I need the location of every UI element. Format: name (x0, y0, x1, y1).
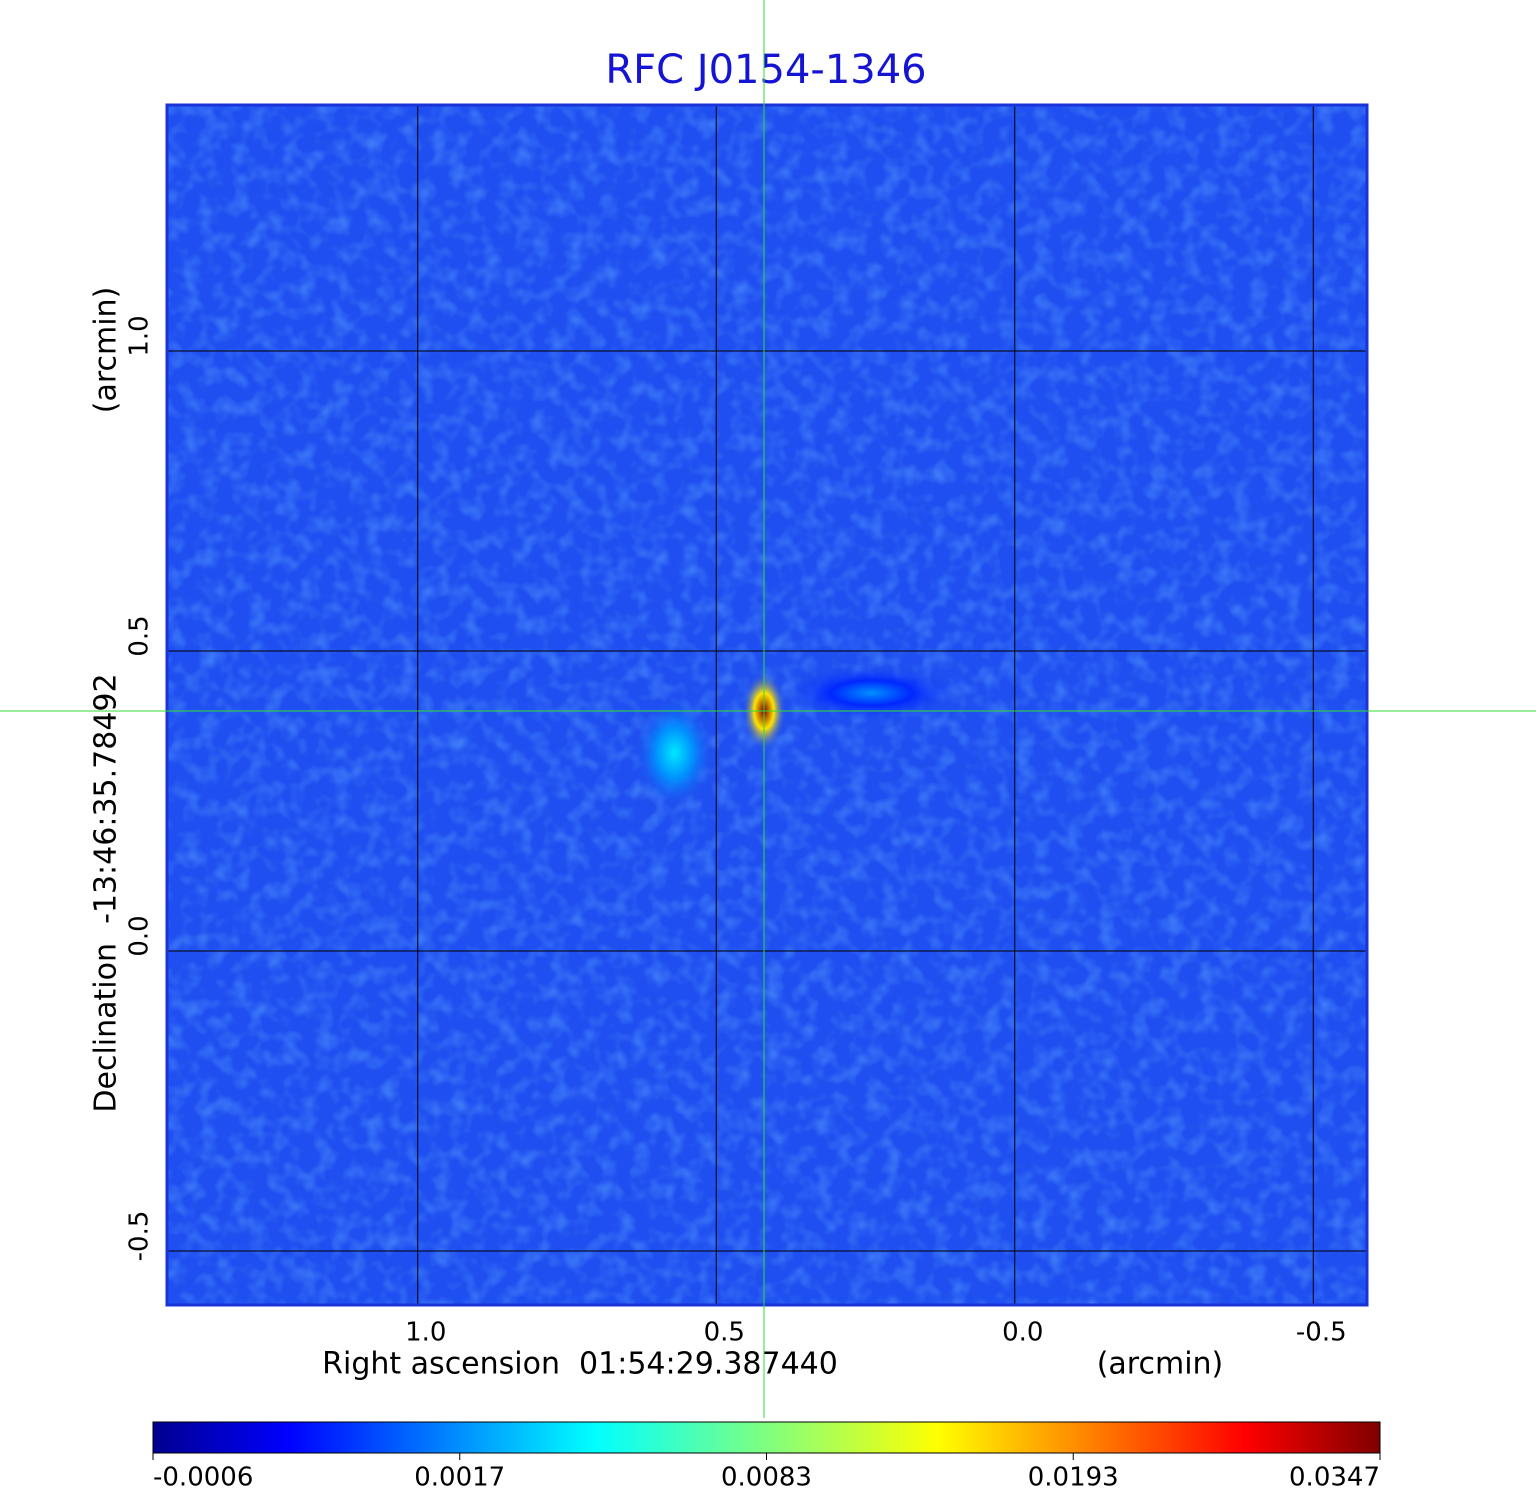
colorbar-tick-label: 0.0193 (1028, 1463, 1119, 1493)
x-tick-label: -0.5 (1296, 1318, 1347, 1348)
y-axis-label: Declination -13:46:35.78492 (89, 673, 124, 1112)
x-axis-label: Right ascension 01:54:29.387440 (322, 1347, 838, 1382)
colorbar-tick-label: 0.0083 (721, 1463, 812, 1493)
x-tick-label: 0.0 (1002, 1318, 1043, 1348)
x-tick-label: 0.5 (704, 1318, 745, 1348)
chart-title: RFC J0154-1346 (605, 47, 926, 93)
colorbar-tick-label: 0.0347 (1289, 1463, 1380, 1493)
source (781, 665, 962, 721)
colorbar-tick-label: 0.0017 (414, 1463, 505, 1493)
x-axis-unit: (arcmin) (1097, 1347, 1224, 1382)
y-tick-label: -0.5 (125, 1211, 155, 1262)
y-axis-unit: (arcmin) (89, 287, 124, 414)
colorbar-tick-label: -0.0006 (153, 1463, 253, 1493)
y-tick-label: 1.0 (125, 315, 155, 356)
colorbar (152, 1421, 1381, 1454)
y-tick-label: 0.5 (125, 615, 155, 656)
x-tick-label: 1.0 (405, 1318, 446, 1348)
y-tick-label: 0.0 (125, 915, 155, 956)
source (634, 698, 715, 808)
plot-frame (165, 103, 1369, 1307)
